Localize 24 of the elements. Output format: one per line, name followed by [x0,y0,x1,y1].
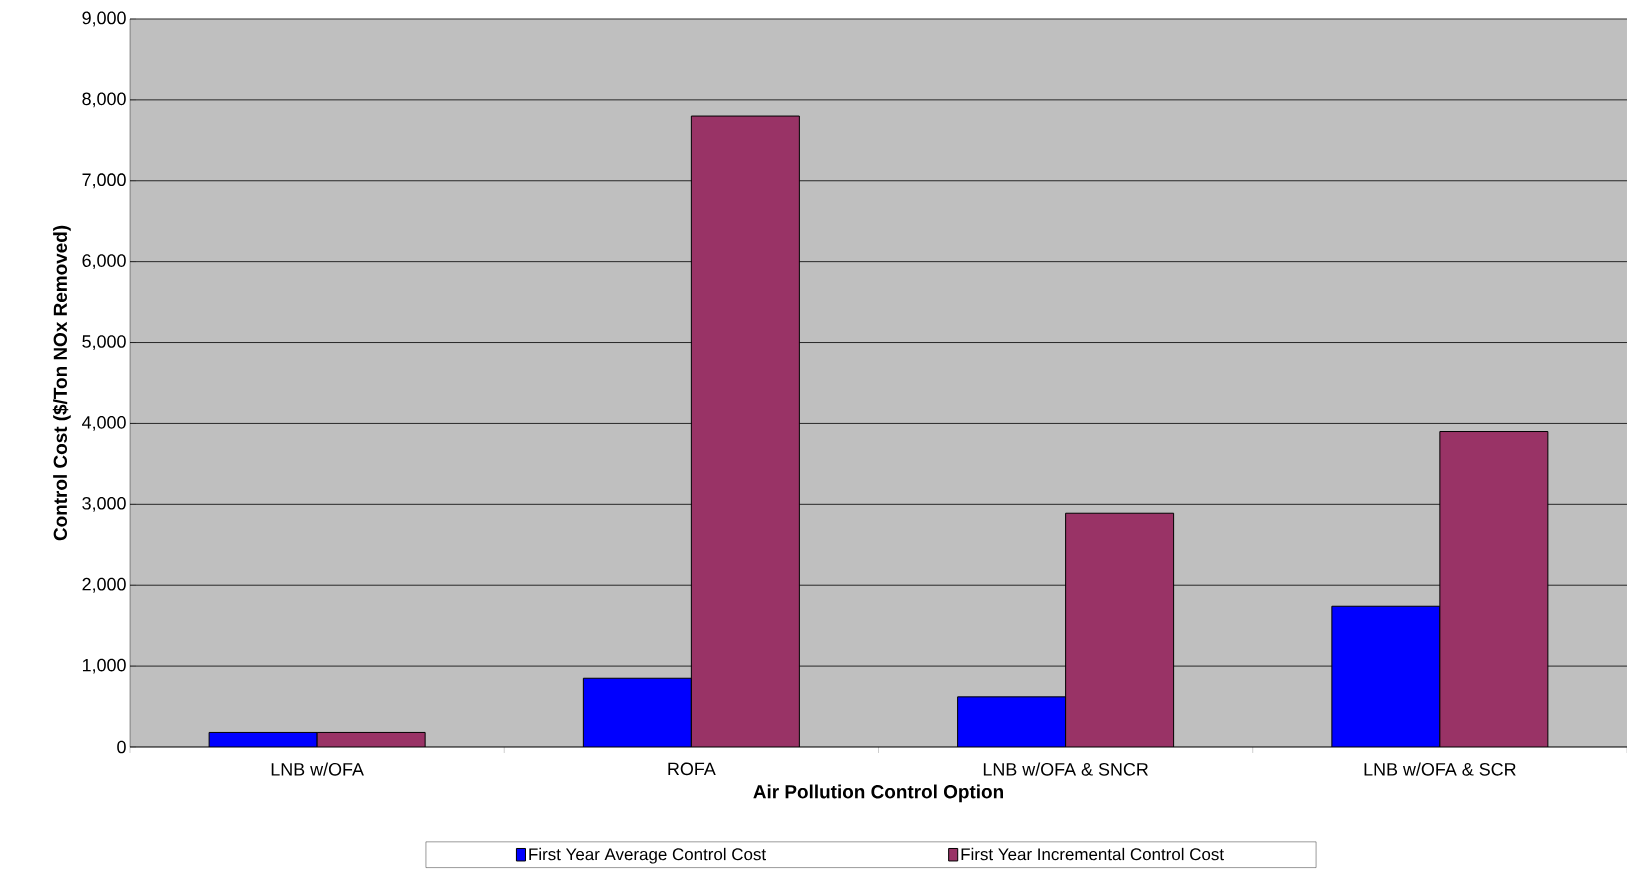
legend-label: First Year Incremental Control Cost [961,847,1224,861]
y-tick-label: 9,000 [82,11,126,27]
bar [1331,605,1441,747]
y-tick-label: 8,000 [82,92,126,108]
x-tick-label: ROFA [668,762,716,776]
y-tick-label: 6,000 [82,254,126,270]
y-axis-title: Control Cost ($/Ton NOx Removed) [52,225,71,541]
y-tick-label: 5,000 [82,335,126,350]
x-axis-title: Air Pollution Control Option [753,784,1003,803]
y-tick-label: 2,000 [82,577,126,593]
y-tick-label: 1,000 [82,658,126,674]
y-tick-label: 4,000 [82,416,126,431]
x-tick-label: LNB w/OFA & SNCR [983,762,1148,776]
bar [582,677,692,747]
legend-label: First Year Average Control Cost [529,847,766,864]
y-tick-label: 7,000 [82,173,126,189]
y-tick-label: 3,000 [82,496,126,512]
bar [1065,512,1175,747]
x-tick-label: LNB w/OFA [271,762,364,776]
bar [1439,431,1549,747]
x-tick-label: LNB w/OFA & SCR [1364,762,1516,776]
bar [690,115,800,747]
y-tick-label: 0 [117,740,126,754]
bar [957,696,1067,747]
